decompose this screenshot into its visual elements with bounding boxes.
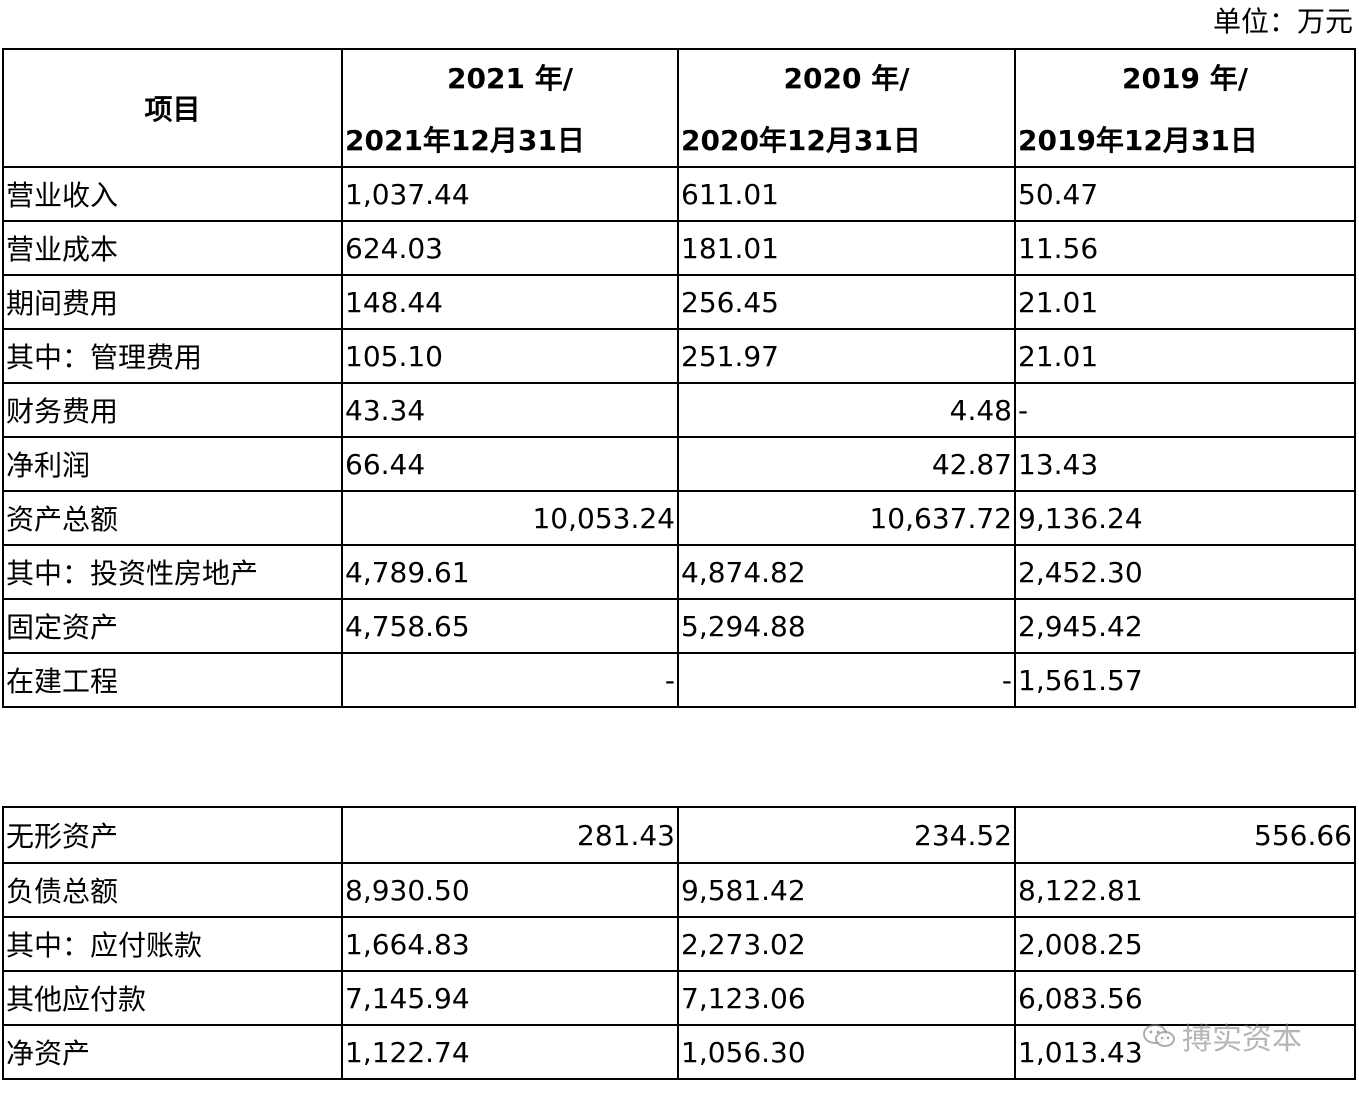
row-label: 期间费用 [2, 274, 343, 330]
cell-2019: 2,008.25 [1014, 916, 1356, 972]
financial-table-part-2: 无形资产 281.43 234.52 556.66 负债总额 8,930.50 … [2, 806, 1356, 1080]
cell-2019: - [1014, 382, 1356, 438]
cell-2019: 9,136.24 [1014, 490, 1356, 546]
row-label: 其中：投资性房地产 [2, 544, 343, 600]
cell-2020: 1,056.30 [677, 1024, 1016, 1080]
row-label: 固定资产 [2, 598, 343, 654]
cell-2021: - [341, 652, 679, 708]
cell-2020: 7,123.06 [677, 970, 1016, 1026]
unit-label: 单位：万元 [1212, 5, 1353, 38]
table-row: 固定资产 4,758.65 5,294.88 2,945.42 [2, 598, 1356, 654]
cell-2019: 2,945.42 [1014, 598, 1356, 654]
cell-2021: 105.10 [341, 328, 679, 384]
cell-2021: 10,053.24 [341, 490, 679, 546]
row-label: 负债总额 [2, 862, 343, 918]
cell-2019: 1,013.43 [1014, 1024, 1356, 1080]
cell-2019: 2,452.30 [1014, 544, 1356, 600]
cell-2020: 181.01 [677, 220, 1016, 276]
cell-2021: 148.44 [341, 274, 679, 330]
row-label: 资产总额 [2, 490, 343, 546]
row-label: 其中：应付账款 [2, 916, 343, 972]
watermark-text: 搏实资本 [1182, 1022, 1302, 1057]
cell-2021: 1,122.74 [341, 1024, 679, 1080]
table-row: 其他应付款 7,145.94 7,123.06 6,083.56 [2, 970, 1356, 1026]
header-2021-year: 2021 年/ [447, 62, 573, 95]
row-label: 无形资产 [2, 806, 343, 864]
cell-2020: 42.87 [677, 436, 1016, 492]
cell-2020: 4.48 [677, 382, 1016, 438]
cell-2019: 21.01 [1014, 274, 1356, 330]
cell-2020: 611.01 [677, 166, 1016, 222]
table-row: 其中：管理费用 105.10 251.97 21.01 [2, 328, 1356, 384]
cell-2020: 5,294.88 [677, 598, 1016, 654]
cell-2019: 8,122.81 [1014, 862, 1356, 918]
cell-2019: 50.47 [1014, 166, 1356, 222]
row-label: 在建工程 [2, 652, 343, 708]
header-2020-year: 2020 年/ [783, 62, 910, 95]
header-2019: 2019 年/ 2019年12月31日 [1014, 48, 1356, 168]
table-row: 其中：应付账款 1,664.83 2,273.02 2,008.25 [2, 916, 1356, 972]
cell-2021: 43.34 [341, 382, 679, 438]
header-2019-date: 2019年12月31日 [1018, 124, 1258, 157]
header-2021: 2021 年/ 2021年12月31日 [341, 48, 679, 168]
table-row: 负债总额 8,930.50 9,581.42 8,122.81 [2, 862, 1356, 918]
header-row: 项目 2021 年/ 2021年12月31日 2020 年/ 2020年12月3… [2, 48, 1356, 168]
cell-2020: 2,273.02 [677, 916, 1016, 972]
cell-2019: 556.66 [1014, 806, 1356, 864]
table-row: 净资产 1,122.74 1,056.30 1,013.43 [2, 1024, 1356, 1080]
header-2019-year: 2019 年/ [1122, 62, 1248, 95]
cell-2020: 256.45 [677, 274, 1016, 330]
financial-table-part-1: 项目 2021 年/ 2021年12月31日 2020 年/ 2020年12月3… [2, 48, 1356, 708]
table-row: 期间费用 148.44 256.45 21.01 [2, 274, 1356, 330]
header-2020-date: 2020年12月31日 [681, 124, 921, 157]
table-row: 在建工程 - - 1,561.57 [2, 652, 1356, 708]
cell-2019: 11.56 [1014, 220, 1356, 276]
table-row: 其中：投资性房地产 4,789.61 4,874.82 2,452.30 [2, 544, 1356, 600]
table-row: 财务费用 43.34 4.48 - [2, 382, 1356, 438]
cell-2020: 9,581.42 [677, 862, 1016, 918]
cell-2021: 624.03 [341, 220, 679, 276]
cell-2019: 6,083.56 [1014, 970, 1356, 1026]
row-label: 净资产 [2, 1024, 343, 1080]
watermark: 搏实资本 [1142, 1014, 1302, 1058]
cell-2019: 1,561.57 [1014, 652, 1356, 708]
table-row: 资产总额 10,053.24 10,637.72 9,136.24 [2, 490, 1356, 546]
cell-2020: - [677, 652, 1016, 708]
row-label: 财务费用 [2, 382, 343, 438]
header-item: 项目 [2, 48, 343, 168]
wechat-icon [1143, 1024, 1175, 1047]
cell-2020: 234.52 [677, 806, 1016, 864]
cell-2021: 281.43 [341, 806, 679, 864]
row-label: 营业成本 [2, 220, 343, 276]
row-label: 净利润 [2, 436, 343, 492]
cell-2021: 7,145.94 [341, 970, 679, 1026]
cell-2021: 4,758.65 [341, 598, 679, 654]
cell-2019: 21.01 [1014, 328, 1356, 384]
cell-2019: 13.43 [1014, 436, 1356, 492]
cell-2021: 1,037.44 [341, 166, 679, 222]
cell-2020: 4,874.82 [677, 544, 1016, 600]
table-row: 无形资产 281.43 234.52 556.66 [2, 806, 1356, 864]
row-label: 其他应付款 [2, 970, 343, 1026]
cell-2021: 66.44 [341, 436, 679, 492]
table-row: 净利润 66.44 42.87 13.43 [2, 436, 1356, 492]
header-2020: 2020 年/ 2020年12月31日 [677, 48, 1016, 168]
table-row: 营业收入 1,037.44 611.01 50.47 [2, 166, 1356, 222]
cell-2020: 10,637.72 [677, 490, 1016, 546]
header-2021-date: 2021年12月31日 [345, 124, 585, 157]
cell-2021: 8,930.50 [341, 862, 679, 918]
cell-2021: 4,789.61 [341, 544, 679, 600]
row-label: 其中：管理费用 [2, 328, 343, 384]
table-row: 营业成本 624.03 181.01 11.56 [2, 220, 1356, 276]
cell-2021: 1,664.83 [341, 916, 679, 972]
cell-2020: 251.97 [677, 328, 1016, 384]
row-label: 营业收入 [2, 166, 343, 222]
